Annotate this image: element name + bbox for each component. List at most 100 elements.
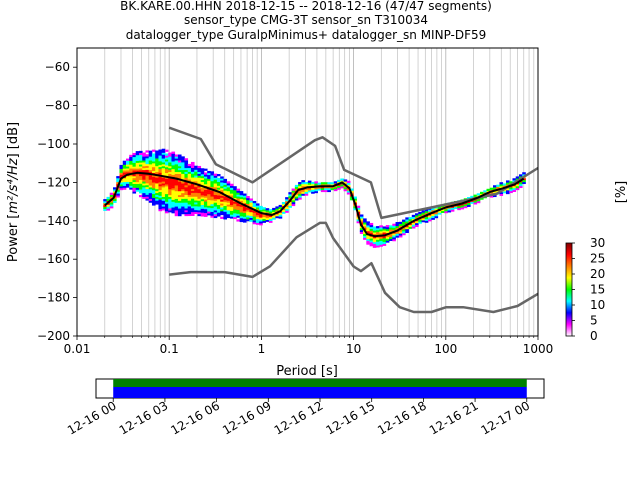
density-cell bbox=[122, 170, 127, 173]
density-cell bbox=[158, 168, 163, 171]
density-cell bbox=[216, 193, 221, 196]
density-cell bbox=[376, 228, 380, 231]
density-cell bbox=[151, 186, 156, 189]
density-cell bbox=[428, 211, 432, 214]
density-cell bbox=[223, 217, 228, 220]
density-cell bbox=[200, 191, 205, 194]
density-cell bbox=[106, 208, 111, 211]
density-cell bbox=[275, 206, 279, 209]
density-cell bbox=[415, 215, 419, 218]
density-cell bbox=[187, 183, 192, 186]
density-cell bbox=[369, 228, 374, 231]
density-cell bbox=[479, 197, 484, 200]
density-cell bbox=[171, 211, 176, 214]
density-cell bbox=[385, 228, 390, 232]
density-cell bbox=[151, 180, 156, 183]
density-cell bbox=[285, 204, 289, 208]
density-cell bbox=[171, 178, 176, 181]
density-cell bbox=[190, 177, 195, 180]
density-cell bbox=[174, 169, 179, 173]
density-cell bbox=[203, 191, 208, 194]
density-cell bbox=[158, 151, 163, 154]
density-cell bbox=[155, 192, 159, 195]
density-cell bbox=[239, 206, 244, 209]
density-cell bbox=[135, 168, 140, 171]
density-cell bbox=[249, 219, 254, 222]
density-cell bbox=[220, 195, 224, 198]
density-cell bbox=[424, 220, 429, 223]
density-cell bbox=[129, 181, 133, 184]
density-cell bbox=[223, 209, 228, 212]
density-cell bbox=[385, 225, 390, 228]
density-cell bbox=[366, 223, 370, 226]
density-cell bbox=[148, 166, 153, 169]
density-cell bbox=[226, 210, 231, 213]
density-cell bbox=[177, 181, 182, 184]
density-cell bbox=[207, 203, 211, 206]
density-cell bbox=[122, 166, 127, 169]
density-cell bbox=[505, 188, 510, 191]
density-cell bbox=[350, 190, 354, 193]
density-cell bbox=[125, 179, 130, 182]
density-cell bbox=[132, 189, 137, 192]
density-cell bbox=[236, 219, 241, 222]
density-cell bbox=[135, 164, 140, 167]
density-cell bbox=[168, 196, 172, 199]
density-cell bbox=[418, 221, 422, 224]
density-cell bbox=[122, 172, 127, 175]
density-cell bbox=[301, 189, 305, 192]
title-line-1: BK.KARE.00.HHN 2018-12-15 -- 2018-12-16 … bbox=[120, 0, 492, 13]
density-cell bbox=[457, 206, 461, 209]
density-cell bbox=[252, 204, 257, 207]
density-cell bbox=[518, 185, 523, 189]
density-cell bbox=[223, 203, 228, 207]
density-cell bbox=[268, 216, 273, 220]
density-cell bbox=[343, 185, 348, 188]
density-cell bbox=[200, 170, 205, 173]
density-cell bbox=[164, 203, 169, 206]
density-cell bbox=[492, 187, 497, 190]
density-cell bbox=[203, 178, 208, 181]
density-cell bbox=[132, 158, 137, 161]
density-cell bbox=[142, 165, 146, 169]
density-cell bbox=[200, 183, 205, 186]
density-cell bbox=[171, 163, 176, 166]
colorbar-label: [%] bbox=[614, 181, 629, 204]
density-cell bbox=[168, 202, 172, 205]
density-cell bbox=[320, 189, 325, 193]
density-cell bbox=[181, 173, 185, 176]
density-cell bbox=[402, 219, 406, 222]
density-cell bbox=[190, 200, 195, 203]
density-cell bbox=[142, 160, 146, 163]
density-cell bbox=[213, 177, 218, 180]
density-cell bbox=[376, 226, 380, 229]
density-cell bbox=[518, 174, 523, 177]
density-cell bbox=[216, 174, 221, 177]
density-cell bbox=[389, 234, 393, 238]
density-cell bbox=[125, 168, 130, 171]
density-cell bbox=[161, 169, 166, 173]
density-cell bbox=[145, 159, 150, 163]
density-cell bbox=[421, 210, 426, 213]
density-cell bbox=[184, 190, 189, 194]
density-cell bbox=[148, 183, 153, 186]
density-cell bbox=[246, 215, 250, 218]
density-cell bbox=[135, 153, 140, 156]
density-cell bbox=[398, 231, 403, 234]
density-cell bbox=[220, 203, 224, 206]
density-cell bbox=[356, 205, 361, 208]
chart-title: BK.KARE.00.HHN 2018-12-15 -- 2018-12-16 … bbox=[120, 0, 492, 42]
density-cell bbox=[184, 206, 189, 209]
density-cell bbox=[207, 184, 211, 187]
density-cell bbox=[142, 196, 146, 199]
density-cell bbox=[460, 207, 465, 210]
density-cell bbox=[145, 198, 150, 201]
density-cell bbox=[233, 197, 237, 200]
density-cell bbox=[262, 220, 266, 223]
density-cell bbox=[421, 212, 426, 215]
density-cell bbox=[168, 204, 172, 207]
density-cell bbox=[229, 193, 234, 196]
noise-model-nhnm bbox=[168, 126, 539, 220]
density-cell bbox=[174, 212, 179, 215]
